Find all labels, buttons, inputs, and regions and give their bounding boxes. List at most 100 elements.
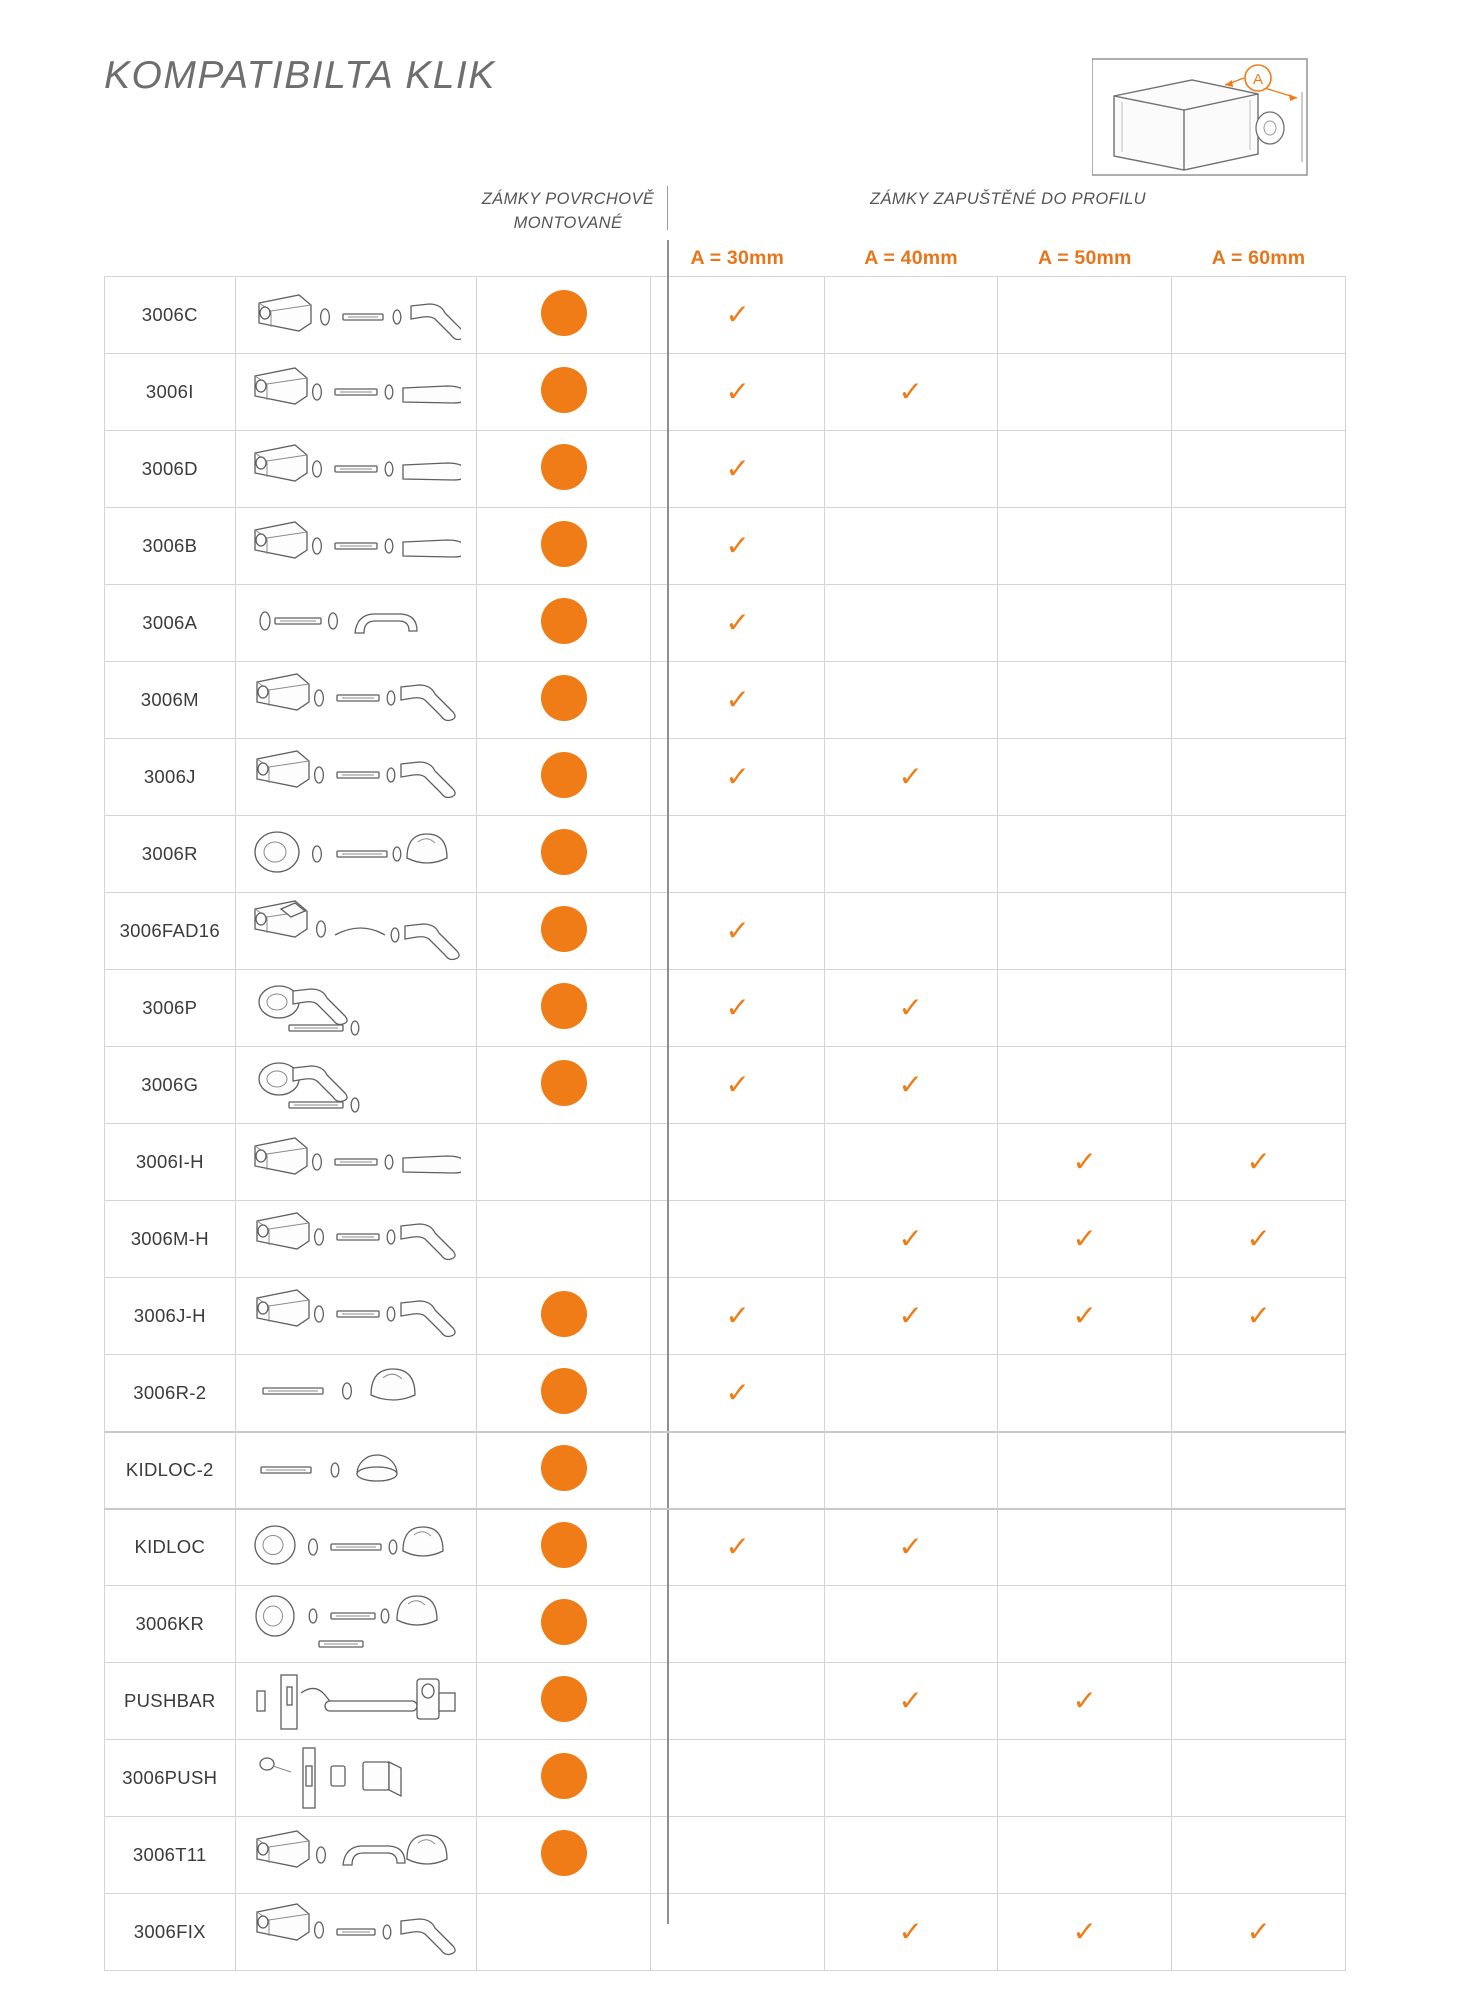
row-code: 3006I-H (104, 1123, 236, 1201)
cell-a40 (823, 1585, 999, 1663)
cell-a50 (997, 1508, 1173, 1586)
cell-a30 (649, 1816, 825, 1894)
table-row: 3006FAD16 ✓ (104, 892, 1346, 970)
cell-a50: ✓ (997, 1662, 1173, 1740)
cell-a40 (823, 1739, 999, 1817)
table-row: 3006R (104, 815, 1346, 893)
table-row: KIDLOC ✓ ✓ (104, 1508, 1346, 1586)
check-icon: ✓ (724, 1069, 750, 1100)
cell-surface-mounted (476, 1200, 651, 1278)
row-code: 3006A (104, 584, 236, 662)
dot-marker (540, 597, 587, 644)
cell-surface-mounted (476, 1123, 651, 1201)
cell-a60 (1171, 1585, 1346, 1663)
dot-marker (540, 1521, 587, 1568)
check-icon: ✓ (724, 1300, 750, 1331)
cell-surface-mounted (476, 1046, 651, 1124)
check-icon: ✓ (724, 530, 750, 561)
col-head-surface (476, 240, 651, 277)
cell-a40 (823, 1354, 999, 1432)
row-product-illustration (234, 815, 478, 893)
row-code: 3006J-H (104, 1277, 236, 1355)
dot-marker (540, 520, 587, 567)
diagram-callout-a: A (1253, 71, 1263, 88)
table-row: 3006P ✓ ✓ (104, 969, 1346, 1047)
cell-a50 (997, 1354, 1173, 1432)
cell-a30: ✓ (649, 1277, 825, 1355)
row-product-illustration (234, 1585, 478, 1663)
row-code: 3006FAD16 (104, 892, 236, 970)
cell-a30: ✓ (649, 584, 825, 662)
cell-a30: ✓ (649, 507, 825, 585)
cell-surface-mounted (476, 276, 651, 354)
cell-a30: ✓ (649, 1046, 825, 1124)
row-product-illustration (234, 1508, 478, 1586)
cell-a50 (997, 1046, 1173, 1124)
check-icon: ✓ (898, 761, 924, 792)
table-row: 3006G ✓ ✓ (104, 1046, 1346, 1124)
cell-surface-mounted (476, 1739, 651, 1817)
cell-a40: ✓ (823, 1662, 999, 1740)
cell-surface-mounted (476, 661, 651, 739)
cell-a60 (1171, 661, 1346, 739)
cell-a50 (997, 661, 1173, 739)
cell-surface-mounted (476, 815, 651, 893)
cell-a60 (1171, 892, 1346, 970)
cell-surface-mounted (476, 430, 651, 508)
row-product-illustration (234, 1200, 478, 1278)
row-group-separator (104, 1430, 1346, 1433)
row-product-illustration (234, 276, 478, 354)
cell-a30: ✓ (649, 276, 825, 354)
row-code: 3006T11 (104, 1816, 236, 1894)
check-icon: ✓ (1246, 1146, 1271, 1177)
cell-a50 (997, 430, 1173, 508)
cell-a40 (823, 1123, 999, 1201)
cell-a60 (1171, 969, 1346, 1047)
cell-a60 (1171, 1816, 1346, 1894)
row-code: 3006J (104, 738, 236, 816)
table-row: 3006J-H ✓ ✓ ✓ ✓ (104, 1277, 1346, 1355)
row-code: 3006R (104, 815, 236, 893)
cell-surface-mounted (476, 584, 651, 662)
dot-marker (540, 366, 587, 413)
row-product-illustration (234, 1123, 478, 1201)
table-row: KIDLOC-2 (104, 1431, 1346, 1509)
cell-a40: ✓ (823, 1508, 999, 1586)
row-product-illustration (234, 1431, 478, 1509)
cell-surface-mounted (476, 892, 651, 970)
cell-a60 (1171, 430, 1346, 508)
cell-surface-mounted (476, 1508, 651, 1586)
table-row: 3006T11 (104, 1816, 1346, 1894)
check-icon: ✓ (898, 1223, 924, 1254)
cell-a50 (997, 1585, 1173, 1663)
row-code: 3006D (104, 430, 236, 508)
dot-marker (540, 1290, 587, 1337)
row-code: 3006M (104, 661, 236, 739)
row-code: 3006B (104, 507, 236, 585)
row-product-illustration (234, 1739, 478, 1817)
cell-a30: ✓ (649, 1354, 825, 1432)
row-code: 3006M-H (104, 1200, 236, 1278)
profile-diagram-svg: A (1091, 58, 1308, 176)
cell-a40 (823, 815, 999, 893)
cell-a30: ✓ (649, 1508, 825, 1586)
dot-marker (540, 751, 587, 798)
check-icon: ✓ (1072, 1223, 1098, 1254)
table-row: 3006J ✓ ✓ (104, 738, 1346, 816)
cell-a50 (997, 969, 1173, 1047)
cell-a40: ✓ (823, 738, 999, 816)
col-head-a30: A = 30mm (650, 240, 825, 277)
cell-surface-mounted (476, 353, 651, 431)
cell-a40: ✓ (823, 969, 999, 1047)
cell-a40 (823, 584, 999, 662)
col-head-a50: A = 50mm (997, 240, 1172, 277)
cell-a60 (1171, 507, 1346, 585)
cell-a30 (649, 1200, 825, 1278)
cell-a50 (997, 584, 1173, 662)
check-icon: ✓ (724, 453, 750, 484)
cell-surface-mounted (476, 1431, 651, 1509)
cell-surface-mounted (476, 1277, 651, 1355)
cell-a50 (997, 892, 1173, 970)
table-row: 3006I-H ✓ ✓ (104, 1123, 1346, 1201)
